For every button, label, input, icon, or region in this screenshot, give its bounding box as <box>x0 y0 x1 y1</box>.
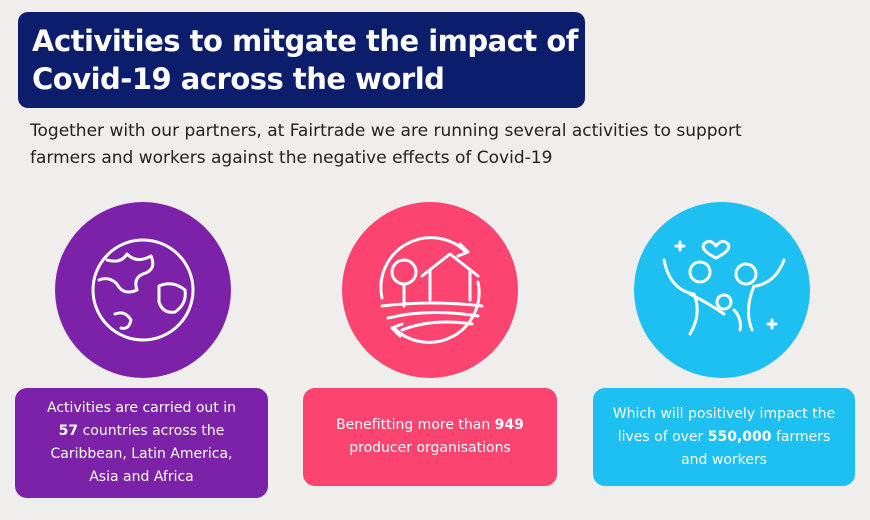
farm-icon <box>379 236 484 344</box>
people-icon <box>662 239 786 336</box>
card-text-part: producer organisations <box>349 440 511 456</box>
intro-line: farmers and workers against the negative… <box>30 148 553 168</box>
card-text-part: Benefitting more than <box>336 417 491 433</box>
card: Activities are carried out in 57 countri… <box>15 388 268 498</box>
intro-line: Together with our partners, at Fairtrade… <box>30 121 742 141</box>
card-text-part: farmers and workers <box>681 428 831 468</box>
card-text: Activities are carried out in 57 countri… <box>37 397 246 489</box>
card-number: 550,000 <box>707 428 772 445</box>
title-line: Covid-19 across the world <box>32 62 445 96</box>
card: Which will positively impact the lives o… <box>593 388 855 486</box>
card-text: Which will positively impact the lives o… <box>605 403 843 472</box>
card-number: 949 <box>494 417 524 433</box>
globe-icon <box>91 238 195 342</box>
card-text-part: Activities are carried out in <box>47 400 236 416</box>
title-box: Activities to mitgate the impact of Covi… <box>18 12 585 108</box>
card-text-part: countries across the Caribbean, Latin Am… <box>50 423 233 485</box>
globe-circle <box>55 202 231 378</box>
title-line: Activities to mitgate the impact of <box>32 24 578 58</box>
intro: Together with our partners, at Fairtrade… <box>30 118 742 172</box>
card-number: 57 <box>58 423 79 439</box>
card-text: Benefitting more than 949 producer organ… <box>327 414 533 460</box>
people-circle <box>634 202 810 378</box>
card: Benefitting more than 949 producer organ… <box>303 388 557 486</box>
card-text-part: Which will positively impact the lives o… <box>612 405 836 445</box>
farm-circle <box>342 202 518 378</box>
